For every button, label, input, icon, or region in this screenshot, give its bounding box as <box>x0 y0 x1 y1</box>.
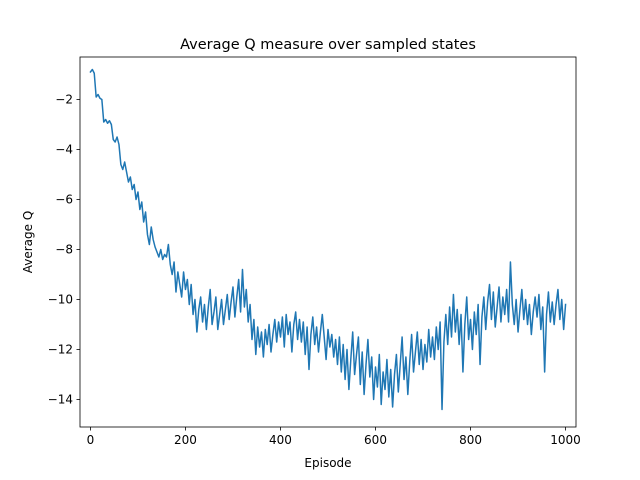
x-axis-label: Episode <box>304 456 351 470</box>
x-tick-label: 400 <box>269 433 292 447</box>
x-tick-label: 0 <box>87 433 95 447</box>
x-tick-label: 600 <box>364 433 387 447</box>
y-tick-label: −2 <box>55 93 73 107</box>
x-tick-label: 1000 <box>550 433 581 447</box>
chart-title: Average Q measure over sampled states <box>180 37 476 53</box>
y-tick-label: −14 <box>48 393 73 407</box>
y-axis-label: Average Q <box>21 211 35 274</box>
x-tick-label: 200 <box>174 433 197 447</box>
y-tick-label: −4 <box>55 143 73 157</box>
x-tick-label: 800 <box>459 433 482 447</box>
y-tick-label: −12 <box>48 343 73 357</box>
y-tick-label: −8 <box>55 243 73 257</box>
y-tick-label: −10 <box>48 293 73 307</box>
y-tick-label: −6 <box>55 193 73 207</box>
